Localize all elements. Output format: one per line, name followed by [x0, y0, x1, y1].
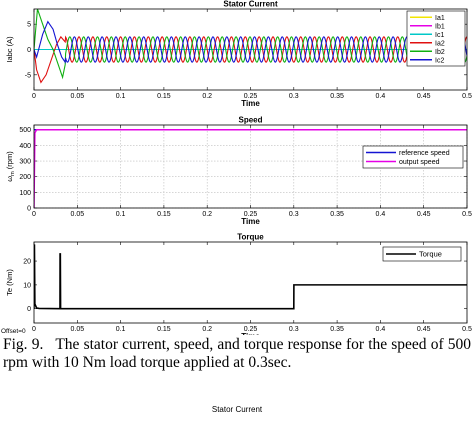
y-tick-label: 5: [27, 22, 31, 29]
x-tick-label: 0.3: [289, 326, 299, 333]
series-line-ib2: [34, 9, 467, 80]
x-tick-label: 0.45: [417, 326, 431, 333]
next-figure-title: Stator Current: [211, 405, 263, 414]
panel-torque: Torque 0 0.05 0.1 0.15 0.2 0.25 0.3 0.35 0.4 0.45 0…: [1, 233, 472, 336]
x-tick-label: 0.2: [202, 93, 212, 100]
y-axis-label: ωm (rpm): [5, 151, 16, 182]
legend-box: [362, 145, 464, 169]
legend-label: Torque: [419, 250, 442, 259]
x-axis-label: Time: [241, 332, 260, 335]
x-tick-label: 0.5: [462, 326, 472, 333]
x-tick-label: 0.35: [330, 326, 344, 333]
x-tick-label: 0.05: [70, 326, 84, 333]
x-tick-label: 0.2: [202, 211, 212, 218]
legend-label: reference speed: [399, 150, 450, 157]
x-tick-label: 0.15: [157, 211, 171, 218]
offset-label: Offset=0: [1, 328, 26, 335]
chart-title: Torque: [237, 233, 264, 242]
x-tick-label: 0.15: [157, 93, 171, 100]
x-tick-label: 0.05: [70, 93, 84, 100]
y-tick-label: 400: [19, 143, 31, 150]
chart-title: Stator Current: [223, 0, 278, 9]
legend-box: [382, 246, 462, 262]
x-axis-label: Time: [241, 99, 260, 108]
x-tick-label: 0.1: [116, 326, 126, 333]
x-tick-label: 0.4: [376, 93, 386, 100]
panel-stator-current: Stator Current 0 0.05 0.1 0.15 0.2 0.25 0.3 0.35…: [5, 0, 472, 108]
figure-caption: Fig. 9. The stator current, speed, and to…: [3, 336, 471, 372]
legend-label: Ib2: [435, 49, 445, 56]
x-tick-label: 0.5: [462, 211, 472, 218]
x-tick-label: 0.4: [376, 326, 386, 333]
y-axis-label: Iabc (A): [5, 36, 14, 63]
x-tick-label: 0.35: [330, 211, 344, 218]
x-tick-label: 0.15: [157, 326, 171, 333]
y-tick-label: 300: [19, 159, 31, 166]
x-tick-label: 0.45: [417, 211, 431, 218]
x-tick-label: 0.25: [244, 326, 258, 333]
legend: Torque: [382, 246, 462, 262]
legend-label: Ia2: [435, 40, 445, 47]
y-tick-label: 10: [23, 282, 31, 289]
x-tick-label: 0: [32, 211, 36, 218]
x-tick-label: 0.1: [116, 93, 126, 100]
x-tick-label: 0.4: [376, 211, 386, 218]
y-tick-label: 0: [27, 306, 31, 313]
series-line-ic2: [34, 20, 467, 64]
x-tick-label: 0: [32, 326, 36, 333]
legend-label: output speed: [399, 159, 440, 166]
caption-text: The stator current, speed, and torque re…: [3, 336, 471, 371]
y-tick-label: 0: [27, 47, 31, 54]
x-axis-label: Time: [241, 217, 260, 226]
plot-frame: [33, 8, 468, 91]
x-tick-label: 0.5: [462, 93, 472, 100]
plot-frame: [33, 241, 468, 324]
x-tick-label: 0.3: [289, 93, 299, 100]
legend-label: Ic1: [435, 32, 444, 39]
x-tick-label: 0.2: [202, 326, 212, 333]
legend-label: Ia1: [435, 15, 445, 22]
y-axis-label: Te (Nm): [5, 269, 14, 296]
x-tick-label: 0.1: [116, 211, 126, 218]
x-tick-label: 0.25: [244, 93, 258, 100]
legend-box: [406, 10, 466, 67]
x-tick-label: 0.35: [330, 93, 344, 100]
caption-number: Fig. 9.: [3, 336, 44, 353]
y-tick-label: 200: [19, 174, 31, 181]
series-line-torque: [34, 244, 467, 310]
legend: reference speed output speed: [362, 145, 464, 169]
y-tick-label: -5: [25, 72, 31, 79]
y-tick-label: 0: [27, 206, 31, 213]
legend-label: Ic2: [435, 57, 444, 64]
panel-speed: Speed 0 0.05 0.1 0.15 0.2 0.25 0.3 0.35 0.4 0.45 0.…: [5, 116, 472, 227]
x-tick-label: 0.45: [417, 93, 431, 100]
x-tick-label: 0: [32, 93, 36, 100]
x-tick-label: 0.05: [70, 211, 84, 218]
plot-frame: [33, 124, 468, 209]
y-tick-label: 100: [19, 190, 31, 197]
x-tick-label: 0.25: [244, 211, 258, 218]
series-line-output-speed: [34, 128, 467, 208]
chart-title: Speed: [238, 116, 262, 125]
x-tick-label: 0.3: [289, 211, 299, 218]
legend-label: Ib1: [435, 23, 445, 30]
y-tick-label: 20: [23, 259, 31, 266]
y-tick-label: 500: [19, 127, 31, 134]
